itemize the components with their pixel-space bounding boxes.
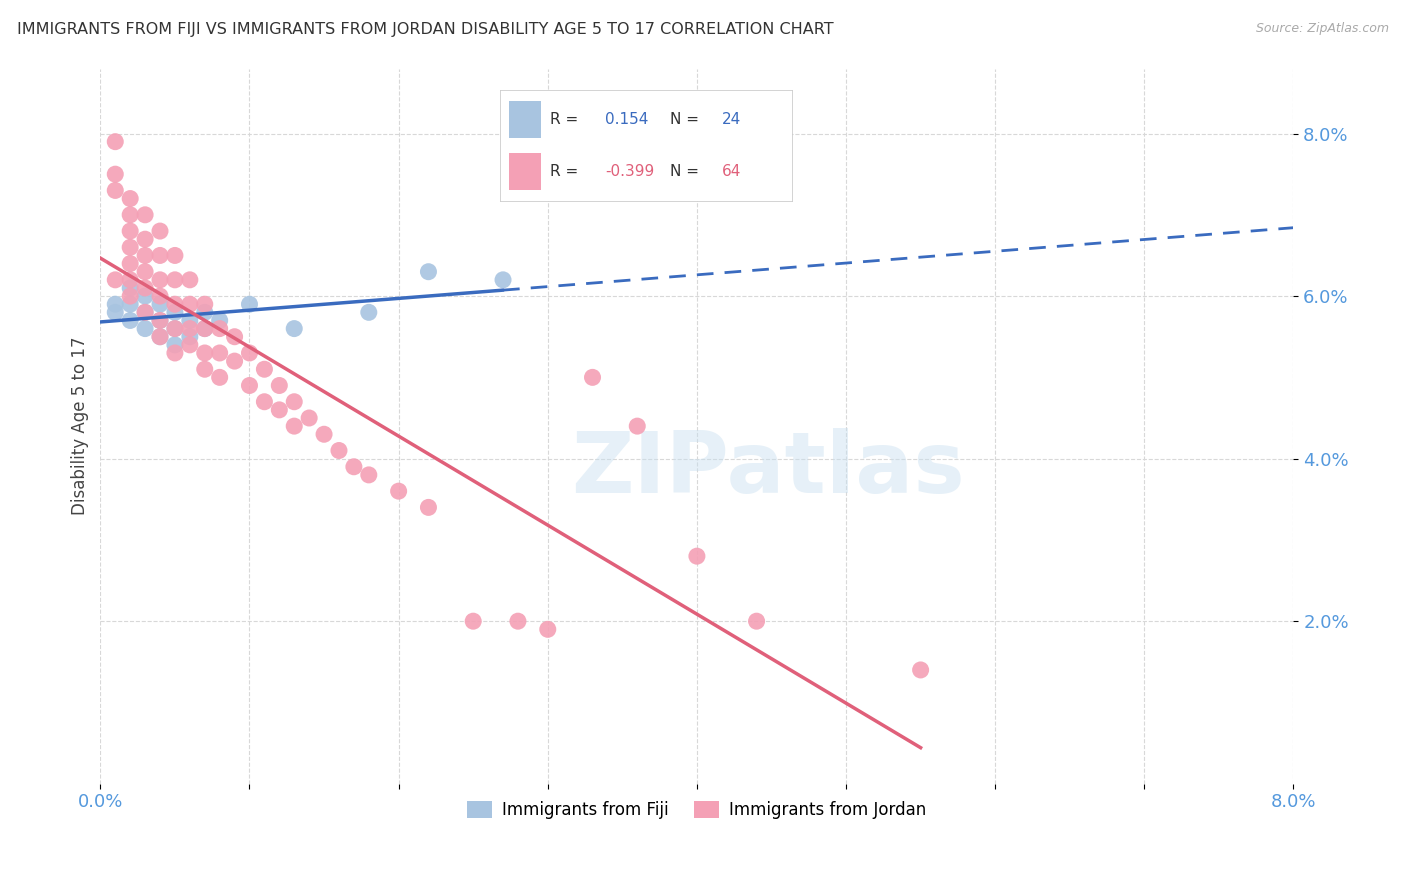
Point	[194, 346, 217, 360]
Point	[134, 265, 156, 279]
Point	[120, 192, 142, 206]
Point	[506, 614, 529, 628]
Point	[194, 305, 217, 319]
Point	[208, 370, 231, 384]
Point	[194, 321, 217, 335]
Point	[418, 265, 440, 279]
Point	[163, 338, 186, 352]
Point	[120, 208, 142, 222]
Point	[134, 289, 156, 303]
Point	[686, 549, 709, 564]
Point	[179, 338, 201, 352]
Point	[134, 208, 156, 222]
Point	[298, 411, 321, 425]
Point	[224, 329, 246, 343]
Point	[163, 273, 186, 287]
Point	[253, 394, 276, 409]
Point	[194, 362, 217, 376]
Point	[134, 305, 156, 319]
Point	[357, 305, 380, 319]
Point	[104, 297, 127, 311]
Point	[149, 289, 172, 303]
Point	[134, 305, 156, 319]
Point	[253, 362, 276, 376]
Point	[134, 248, 156, 262]
Point	[492, 273, 515, 287]
Point	[283, 394, 305, 409]
Point	[163, 297, 186, 311]
Point	[238, 346, 260, 360]
Point	[179, 329, 201, 343]
Point	[328, 443, 350, 458]
Point	[208, 321, 231, 335]
Point	[269, 402, 291, 417]
Point	[283, 321, 305, 335]
Point	[388, 484, 411, 499]
Point	[194, 321, 217, 335]
Point	[238, 297, 260, 311]
Point	[149, 248, 172, 262]
Point	[537, 623, 560, 637]
Point	[149, 329, 172, 343]
Point	[120, 224, 142, 238]
Point	[224, 354, 246, 368]
Point	[120, 273, 142, 287]
Point	[134, 321, 156, 335]
Point	[626, 419, 648, 434]
Point	[357, 467, 380, 482]
Point	[149, 313, 172, 327]
Point	[149, 224, 172, 238]
Point	[120, 313, 142, 327]
Point	[312, 427, 335, 442]
Text: ZIPatlas: ZIPatlas	[572, 427, 966, 510]
Point	[745, 614, 768, 628]
Point	[149, 329, 172, 343]
Point	[149, 273, 172, 287]
Point	[163, 321, 186, 335]
Point	[163, 321, 186, 335]
Point	[120, 240, 142, 254]
Point	[120, 289, 142, 303]
Point	[208, 313, 231, 327]
Point	[910, 663, 932, 677]
Point	[179, 297, 201, 311]
Point	[343, 459, 366, 474]
Point	[120, 297, 142, 311]
Point	[463, 614, 485, 628]
Text: Source: ZipAtlas.com: Source: ZipAtlas.com	[1256, 22, 1389, 36]
Text: IMMIGRANTS FROM FIJI VS IMMIGRANTS FROM JORDAN DISABILITY AGE 5 TO 17 CORRELATIO: IMMIGRANTS FROM FIJI VS IMMIGRANTS FROM …	[17, 22, 834, 37]
Point	[269, 378, 291, 392]
Point	[134, 281, 156, 295]
Point	[163, 248, 186, 262]
Point	[163, 305, 186, 319]
Point	[104, 135, 127, 149]
Point	[120, 256, 142, 270]
Point	[134, 232, 156, 246]
Y-axis label: Disability Age 5 to 17: Disability Age 5 to 17	[72, 337, 89, 516]
Point	[581, 370, 603, 384]
Point	[104, 305, 127, 319]
Point	[163, 346, 186, 360]
Point	[179, 313, 201, 327]
Point	[283, 419, 305, 434]
Point	[120, 281, 142, 295]
Point	[418, 500, 440, 515]
Point	[208, 346, 231, 360]
Point	[149, 313, 172, 327]
Point	[194, 297, 217, 311]
Point	[179, 321, 201, 335]
Point	[238, 378, 260, 392]
Point	[149, 297, 172, 311]
Legend: Immigrants from Fiji, Immigrants from Jordan: Immigrants from Fiji, Immigrants from Jo…	[461, 794, 934, 825]
Point	[104, 273, 127, 287]
Point	[179, 273, 201, 287]
Point	[104, 167, 127, 181]
Point	[104, 183, 127, 197]
